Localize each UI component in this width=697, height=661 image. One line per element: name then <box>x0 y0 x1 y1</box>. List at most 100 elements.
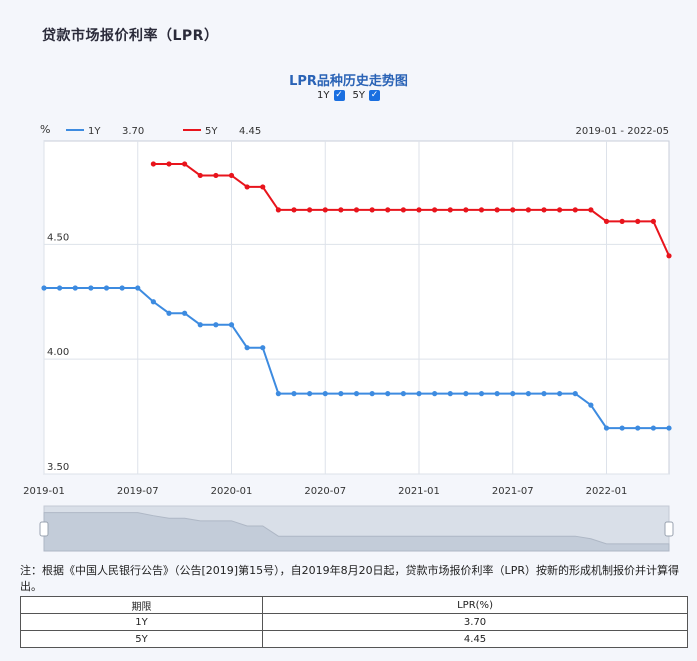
x-tick-label: 2020-01 <box>211 486 253 497</box>
data-point-5Y <box>307 207 313 213</box>
x-tick-label: 2019-07 <box>117 486 159 497</box>
unit-label: % <box>40 123 50 136</box>
data-point-1Y <box>57 285 63 291</box>
data-point-1Y <box>135 285 141 291</box>
data-point-5Y <box>510 207 516 213</box>
data-point-1Y <box>353 391 360 397</box>
data-point-1Y <box>322 391 328 397</box>
data-point-1Y <box>307 391 313 397</box>
data-point-1Y <box>635 425 641 431</box>
data-point-1Y <box>588 402 594 408</box>
legend-series-value: 4.45 <box>239 126 261 137</box>
data-point-1Y <box>510 391 516 397</box>
data-point-1Y <box>72 285 78 291</box>
data-point-1Y <box>213 322 219 328</box>
series-line-5Y <box>153 162 670 257</box>
navigator-handle <box>664 521 674 537</box>
table-cell-term: 1Y <box>19 613 264 631</box>
navigator-area <box>43 512 670 552</box>
data-point-5Y <box>338 207 344 213</box>
data-point-1Y <box>275 391 281 397</box>
data-point-5Y <box>650 218 656 224</box>
data-point-5Y <box>494 207 500 213</box>
data-point-5Y <box>385 207 391 213</box>
data-point-5Y <box>150 161 156 167</box>
table-header-term: 期限 <box>19 596 264 614</box>
data-point-1Y <box>369 391 375 397</box>
navigator-handle <box>39 521 49 537</box>
data-point-1Y <box>228 322 235 328</box>
data-point-1Y <box>666 425 672 431</box>
data-point-5Y <box>432 207 438 213</box>
data-point-1Y <box>119 285 125 291</box>
data-point-1Y <box>447 391 453 397</box>
date-range-label: 2019-01 - 2022-05 <box>575 126 669 137</box>
data-point-5Y <box>416 207 422 213</box>
data-point-5Y <box>635 218 641 224</box>
data-point-5Y <box>525 207 531 213</box>
table-cell-rate: 4.45 <box>262 630 688 648</box>
data-point-1Y <box>650 425 656 431</box>
data-point-5Y <box>572 207 578 213</box>
y-tick-label: 4.00 <box>47 347 69 358</box>
data-point-1Y <box>494 391 500 397</box>
page-title: 贷款市场报价利率（LPR） <box>42 28 219 44</box>
data-point-5Y <box>353 207 360 213</box>
table-row: 5Y 4.45 <box>19 630 688 648</box>
data-point-1Y <box>150 299 156 305</box>
data-point-5Y <box>369 207 375 213</box>
data-point-1Y <box>619 425 625 431</box>
data-point-1Y <box>572 391 578 397</box>
data-point-5Y <box>666 253 672 259</box>
x-tick-label: 2021-01 <box>398 486 440 497</box>
data-point-1Y <box>260 345 266 351</box>
lpr-table: 期限 LPR(%) 1Y 3.70 5Y 4.45 <box>19 596 688 648</box>
data-point-1Y <box>525 391 531 397</box>
data-point-5Y <box>244 184 250 190</box>
data-point-1Y <box>557 391 563 397</box>
legend-series-name: 1Y <box>88 126 101 137</box>
data-point-5Y <box>197 172 203 179</box>
data-point-5Y <box>478 207 485 213</box>
x-tick-label: 2020-07 <box>304 486 346 497</box>
checkbox-1y[interactable]: ✓ <box>333 90 345 101</box>
legend-series-name: 5Y <box>205 126 218 137</box>
chart-title: LPR品种历史走势图 <box>289 74 408 89</box>
table-cell-term: 5Y <box>19 630 264 648</box>
data-point-5Y <box>541 207 547 213</box>
toggle-5y[interactable]: 5Y ✓ <box>353 90 380 101</box>
x-tick-label: 2019-01 <box>23 486 65 497</box>
legend-series-value: 3.70 <box>122 126 144 137</box>
x-tick-label: 2022-01 <box>586 486 628 497</box>
toggle-1y-label: 1Y <box>317 90 330 101</box>
footnote: 注：根据《中国人民银行公告》（公告[2019]第15号），自2019年8月20日… <box>20 564 679 593</box>
data-point-5Y <box>291 207 297 213</box>
data-point-5Y <box>213 172 219 179</box>
plot-area <box>43 140 670 475</box>
data-point-5Y <box>603 218 610 224</box>
data-point-5Y <box>182 161 188 167</box>
data-point-1Y <box>103 285 110 291</box>
data-point-1Y <box>541 391 547 397</box>
data-point-1Y <box>338 391 344 397</box>
table-cell-rate: 3.70 <box>262 613 688 631</box>
data-point-1Y <box>416 391 422 397</box>
data-point-5Y <box>322 207 328 213</box>
checkbox-5y[interactable]: ✓ <box>368 90 380 101</box>
data-point-5Y <box>228 172 235 179</box>
data-point-5Y <box>400 207 406 213</box>
toggle-1y[interactable]: 1Y ✓ <box>317 90 345 101</box>
data-point-5Y <box>557 207 563 213</box>
table-row: 1Y 3.70 <box>19 613 688 631</box>
data-point-1Y <box>400 391 406 397</box>
data-point-1Y <box>197 322 203 328</box>
series-toggles: 1Y ✓ 5Y ✓ <box>0 90 697 101</box>
data-point-1Y <box>244 345 250 351</box>
data-point-5Y <box>619 218 625 224</box>
data-point-5Y <box>588 207 594 213</box>
data-point-1Y <box>432 391 438 397</box>
data-point-5Y <box>463 207 469 213</box>
data-point-1Y <box>385 391 391 397</box>
data-point-1Y <box>463 391 469 397</box>
data-point-1Y <box>603 425 610 431</box>
